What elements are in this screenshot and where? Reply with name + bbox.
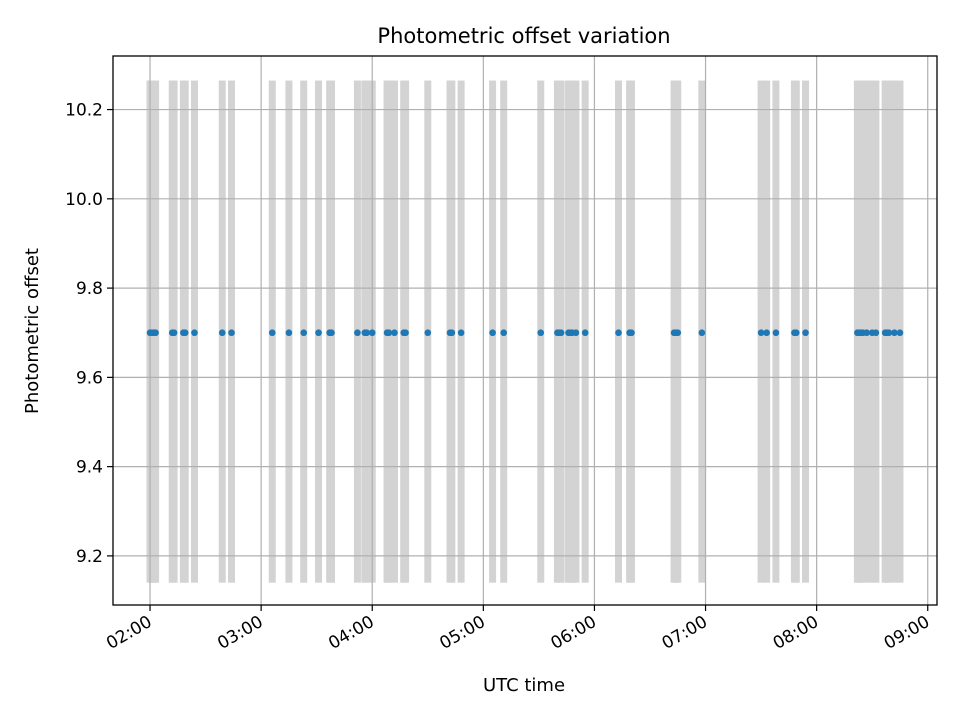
x-tick-label: 03:00 bbox=[214, 612, 266, 654]
x-tick-label: 06:00 bbox=[548, 612, 600, 654]
data-point bbox=[285, 329, 293, 337]
y-axis-ticks: 9.2 9.4 9.6 9.8 10.0 10.2 bbox=[65, 101, 113, 567]
data-point bbox=[896, 329, 904, 337]
data-point bbox=[628, 329, 635, 337]
data-point bbox=[557, 329, 565, 337]
y-tick-label: 9.2 bbox=[76, 547, 103, 567]
y-tick-label: 9.4 bbox=[76, 458, 103, 478]
data-point bbox=[385, 329, 393, 337]
data-point bbox=[170, 329, 178, 337]
data-point bbox=[581, 329, 589, 337]
x-tick-label: 02:00 bbox=[103, 612, 155, 654]
x-axis-label: UTC time bbox=[483, 675, 565, 696]
data-point bbox=[757, 329, 765, 337]
y-tick-label: 9.8 bbox=[76, 279, 103, 299]
data-point bbox=[802, 329, 809, 337]
y-tick-label: 9.6 bbox=[76, 368, 103, 388]
data-point bbox=[572, 329, 580, 337]
data-point bbox=[218, 329, 226, 337]
x-tick-label: 05:00 bbox=[436, 612, 488, 654]
data-point bbox=[872, 329, 880, 337]
data-point bbox=[402, 329, 409, 337]
data-point bbox=[537, 329, 545, 337]
data-point bbox=[457, 329, 465, 337]
x-axis-ticks: 02:00 03:00 04:00 05:00 06:00 07:00 08:00 09:00 bbox=[103, 605, 933, 654]
grid-lines bbox=[113, 56, 937, 605]
y-tick-label: 10.2 bbox=[65, 101, 103, 121]
x-tick-label: 07:00 bbox=[659, 612, 711, 654]
y-tick-label: 10.0 bbox=[65, 190, 103, 210]
data-point bbox=[500, 329, 508, 337]
data-points bbox=[146, 329, 904, 337]
data-point bbox=[615, 329, 622, 337]
data-point bbox=[863, 329, 870, 337]
data-point bbox=[772, 329, 780, 337]
data-point bbox=[891, 329, 898, 337]
data-point bbox=[152, 329, 159, 337]
data-point bbox=[191, 329, 198, 337]
data-point bbox=[489, 329, 496, 337]
data-point bbox=[368, 329, 376, 337]
x-tick-label: 04:00 bbox=[325, 612, 377, 654]
data-point bbox=[674, 329, 682, 337]
data-point bbox=[448, 329, 456, 337]
data-point bbox=[391, 329, 398, 337]
data-point bbox=[315, 329, 322, 337]
data-point bbox=[300, 329, 308, 337]
data-point bbox=[228, 329, 235, 337]
data-point bbox=[181, 329, 189, 337]
y-axis-label: Photometric offset bbox=[22, 248, 43, 414]
data-point bbox=[424, 329, 432, 337]
data-point bbox=[268, 329, 276, 337]
x-tick-label: 09:00 bbox=[881, 612, 933, 654]
data-point bbox=[763, 329, 770, 337]
data-point bbox=[354, 329, 361, 337]
observation-bands bbox=[146, 80, 904, 583]
data-point bbox=[328, 329, 335, 337]
plot-frame bbox=[112, 55, 938, 606]
chart-title: Photometric offset variation bbox=[377, 24, 670, 48]
x-tick-label: 08:00 bbox=[770, 612, 822, 654]
data-point bbox=[792, 329, 800, 337]
data-point bbox=[698, 329, 706, 337]
data-point bbox=[363, 329, 370, 337]
data-point bbox=[885, 329, 893, 337]
